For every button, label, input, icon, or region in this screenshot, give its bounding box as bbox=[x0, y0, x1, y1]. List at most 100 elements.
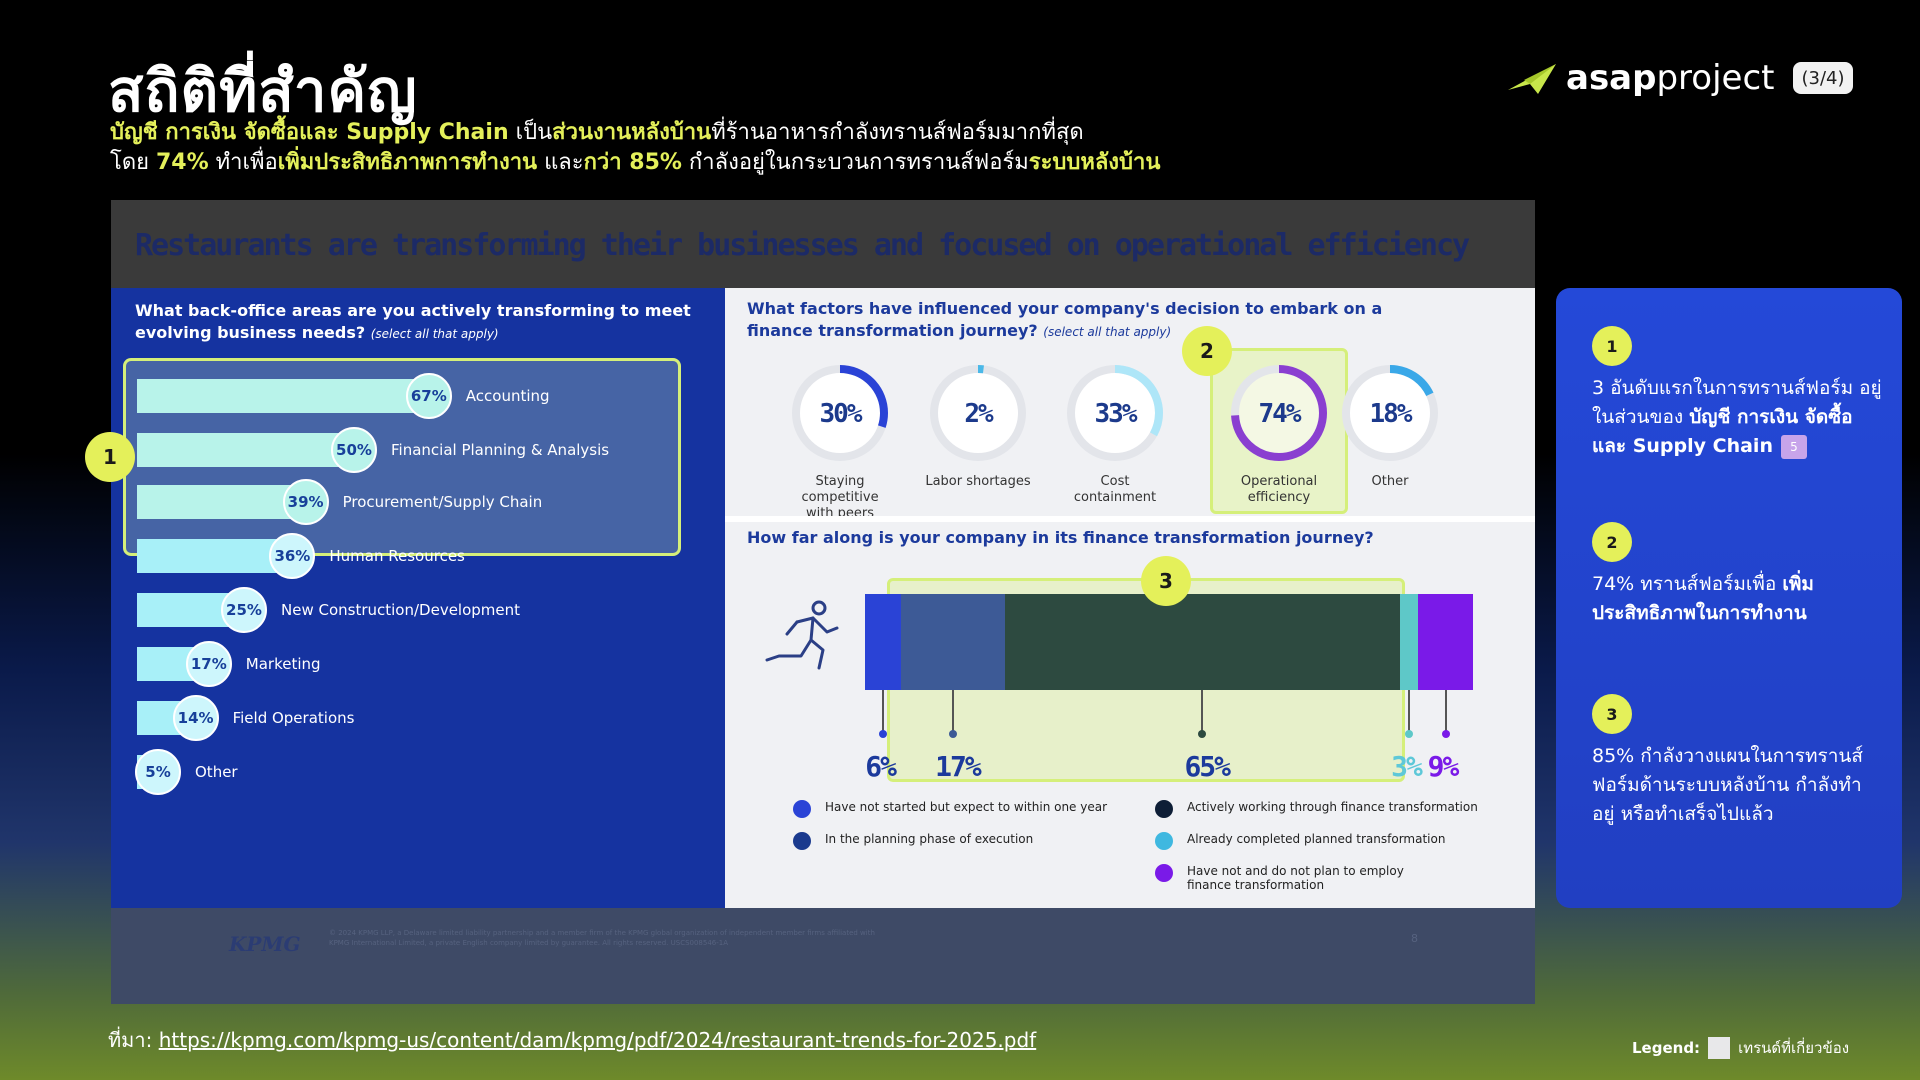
factors-question: What factors have influenced your compan… bbox=[747, 299, 1383, 340]
journey-segment bbox=[1004, 594, 1401, 690]
journey-legend-item: Have not and do not plan to employ finan… bbox=[1155, 864, 1445, 892]
donut-arc bbox=[1342, 365, 1438, 461]
back-office-row: 50% Financial Planning & Analysis bbox=[137, 427, 609, 473]
info-badge-3: 3 bbox=[1592, 694, 1632, 734]
donut-label: Staying competitive with peers bbox=[801, 474, 879, 521]
badge-1: 1 bbox=[85, 432, 135, 482]
back-office-row: 67% Accounting bbox=[137, 373, 550, 419]
journey-stem bbox=[1408, 690, 1411, 734]
back-office-row: 14% Field Operations bbox=[137, 695, 355, 741]
legend-text: เทรนด์ที่เกี่ยวข้อง bbox=[1738, 1039, 1850, 1057]
journey-stem bbox=[1444, 690, 1447, 734]
legend-swatch bbox=[1708, 1037, 1731, 1059]
back-office-row: 25% New Construction/Development bbox=[137, 587, 521, 633]
donut-label: Operational efficiency bbox=[1240, 474, 1318, 505]
report-title: Restaurants are transforming their busin… bbox=[135, 228, 1470, 263]
donut-label: Labor shortages bbox=[925, 474, 1031, 489]
factor-donut: 18% Other bbox=[1337, 360, 1443, 490]
subtitle-highlight: 74% bbox=[156, 150, 209, 175]
donut-arc bbox=[792, 365, 888, 461]
page-indicator: (3/4) bbox=[1793, 62, 1853, 94]
trend-tag: 5 bbox=[1780, 434, 1807, 459]
journey-dot bbox=[1198, 730, 1207, 738]
back-office-label: New Construction/Development bbox=[281, 601, 521, 619]
journey-pct: 3% bbox=[1391, 750, 1423, 783]
legend-item-label: Already completed planned transformation bbox=[1187, 832, 1446, 846]
info-badge-1: 1 bbox=[1592, 326, 1632, 366]
back-office-label: Other bbox=[195, 763, 238, 781]
journey-pct: 9% bbox=[1427, 750, 1460, 783]
subtitle-highlight: ระบบหลังบ้าน bbox=[1028, 150, 1161, 175]
journey-stem bbox=[952, 690, 955, 734]
back-office-label: Procurement/Supply Chain bbox=[342, 493, 543, 511]
page-title: สถิติที่สำคัญ bbox=[108, 57, 418, 125]
finance-panel: What factors have influenced your compan… bbox=[725, 288, 1535, 908]
journey-legend-item: In the planning phase of execution bbox=[793, 832, 1133, 850]
badge-3: 3 bbox=[1141, 556, 1191, 606]
report-slide: Restaurants are transforming their busin… bbox=[85, 200, 1535, 1004]
factor-donut: 33% Cost containment bbox=[1062, 360, 1168, 506]
legend-dot bbox=[1155, 864, 1173, 882]
back-office-pct: 50% bbox=[331, 427, 377, 473]
footer-disclaimer: © 2024 KPMG LLP, a Delaware limited liab… bbox=[329, 929, 875, 947]
factor-donut: 74% Operational efficiency bbox=[1226, 360, 1332, 506]
donut-chart: 33% bbox=[1067, 365, 1163, 461]
info-item-1: 3 อันดับแรกในการทรานส์ฟอร์ม อยู่ในส่วนขอ… bbox=[1592, 377, 1882, 459]
journey-stem bbox=[1201, 690, 1204, 734]
kpmg-logo: KPMG bbox=[229, 932, 301, 956]
paper-plane-icon bbox=[1508, 64, 1556, 94]
subtitle-text: ทำเพื่อ bbox=[208, 150, 278, 175]
legend-label: Legend: bbox=[1632, 1039, 1701, 1057]
back-office-label: Human Resources bbox=[329, 547, 465, 565]
factor-donut: 30% Staying competitive with peers bbox=[787, 360, 893, 522]
back-office-pct: 36% bbox=[269, 533, 316, 579]
badge-2: 2 bbox=[1182, 326, 1232, 376]
subtitle-highlight: ส่วนงานหลังบ้าน bbox=[552, 120, 712, 145]
info-card: 1 3 อันดับแรกในการทรานส์ฟอร์ม อยู่ในส่วน… bbox=[1556, 288, 1902, 908]
journey-segment bbox=[1400, 594, 1419, 690]
logo-text: asapproject bbox=[1566, 58, 1775, 98]
back-office-bar: 25% bbox=[137, 587, 267, 633]
back-office-label: Field Operations bbox=[232, 709, 355, 727]
back-office-row: 5% Other bbox=[135, 749, 238, 795]
back-office-bar: 17% bbox=[137, 641, 232, 687]
donut-arc bbox=[1067, 365, 1163, 461]
donut-chart: 74% bbox=[1231, 365, 1327, 461]
journey-pct: 65% bbox=[1184, 750, 1231, 783]
subtitle-text: โดย bbox=[110, 150, 156, 175]
back-office-panel: What back-office areas are you actively … bbox=[111, 288, 725, 908]
subtitle-text: เป็น bbox=[508, 120, 553, 145]
legend-item-label: Have not and do not plan to employ finan… bbox=[1187, 864, 1404, 892]
back-office-question: What back-office areas are you actively … bbox=[135, 301, 691, 342]
back-office-bar: 14% bbox=[137, 695, 219, 741]
donut-arc bbox=[1231, 365, 1327, 461]
back-office-row: 17% Marketing bbox=[137, 641, 321, 687]
journey-segment bbox=[1418, 594, 1473, 690]
legend-dot bbox=[1155, 800, 1173, 818]
journey-question: How far along is your company in its fin… bbox=[747, 528, 1374, 547]
legend-dot bbox=[793, 800, 811, 818]
legend-item-label: In the planning phase of execution bbox=[825, 832, 1034, 846]
legend-dot bbox=[1155, 832, 1173, 850]
legend-item-label: Have not started but expect to within on… bbox=[825, 800, 1108, 814]
footer-page-number: 8 bbox=[1411, 932, 1418, 945]
info-item-3: 85% กำลังวางแผนในการทรานส์ฟอร์มด้านระบบห… bbox=[1592, 745, 1863, 825]
journey-pct: 17% bbox=[935, 750, 982, 783]
runner-icon bbox=[765, 600, 839, 670]
journey-dot bbox=[1441, 730, 1450, 738]
subtitle-highlight: เพิ่มประสิทธิภาพการทำงาน bbox=[277, 150, 538, 175]
donut-value: 74% bbox=[1259, 399, 1302, 429]
info-badge-2: 2 bbox=[1592, 522, 1632, 562]
back-office-bar: 67% bbox=[137, 373, 452, 419]
subtitle-text: และ bbox=[537, 150, 584, 175]
brand-logo: asapproject bbox=[1508, 58, 1774, 98]
back-office-bar: 5% bbox=[135, 749, 181, 795]
subtitle-text: ที่ร้านอาหารกำลังทรานส์ฟอร์มมากที่สุด bbox=[711, 120, 1084, 145]
panel-divider bbox=[725, 516, 1535, 522]
donut-value: 30% bbox=[820, 399, 863, 429]
journey-legend-item: Actively working through finance transfo… bbox=[1155, 800, 1495, 818]
legend-dot bbox=[793, 832, 811, 850]
page-subtitle: บัญชี การเงิน จัดซื้อและ Supply Chain เป… bbox=[110, 118, 1160, 178]
donut-value: 18% bbox=[1370, 399, 1413, 429]
source-link[interactable]: https://kpmg.com/kpmg-us/content/dam/kpm… bbox=[158, 1028, 1037, 1052]
